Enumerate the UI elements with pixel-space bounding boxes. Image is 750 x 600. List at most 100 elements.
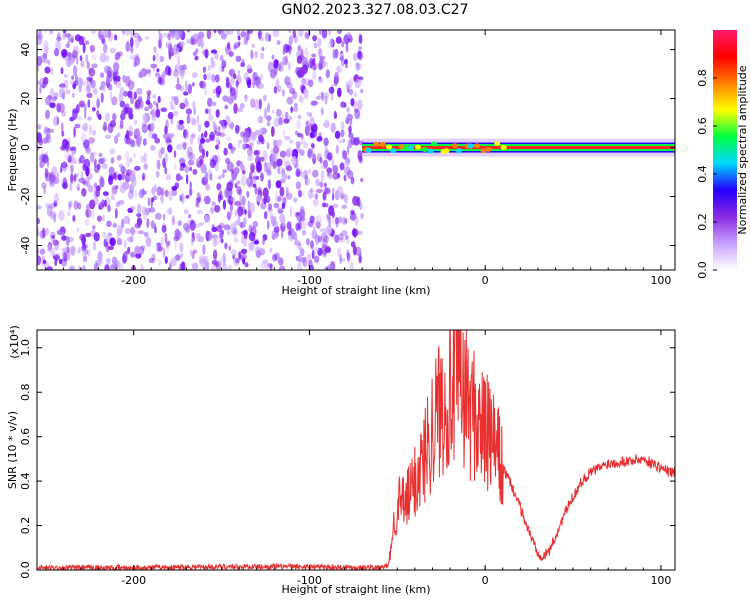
heatmap-noise-cell — [215, 85, 222, 95]
heatmap-noise-cell — [191, 72, 198, 78]
heatmap-noise-cell — [348, 78, 353, 88]
heatmap-noise-cell — [105, 235, 110, 242]
heatmap-noise-cell — [74, 173, 80, 178]
heatmap-noise-cell — [86, 76, 92, 82]
heatmap-noise-cell — [197, 31, 205, 40]
heatmap-noise-cell — [192, 249, 198, 254]
colorbar-gradient — [713, 30, 737, 270]
heatmap-noise-cell — [92, 241, 97, 251]
heatmap-noise-cell — [205, 185, 211, 192]
heatmap-noise-cell — [85, 40, 90, 45]
heatmap-noise-cell — [151, 108, 157, 118]
heatmap-noise-cell — [249, 131, 256, 139]
heatmap-noise-cell — [344, 194, 349, 205]
heatmap-noise-cell — [306, 111, 311, 117]
heatmap-noise-cell — [300, 220, 307, 230]
heatmap-noise-cell — [347, 138, 353, 149]
heatmap-noise-cell — [124, 30, 131, 36]
heatmap-noise-cell — [355, 66, 361, 72]
heatmap-noise-cell — [272, 253, 278, 262]
heatmap-noise-cell — [310, 155, 318, 160]
heatmap-noise-cell — [263, 196, 267, 205]
heatmap-noise-cell — [94, 158, 97, 168]
heatmap-noise-cell — [169, 190, 173, 196]
heatmap-noise-cell — [303, 169, 308, 180]
heatmap-noise-cell — [37, 55, 43, 67]
heatmap-noise-cell — [98, 30, 102, 38]
heatmap-noise-cell — [56, 36, 62, 42]
heatmap-noise-cell — [312, 169, 319, 178]
heatmap-noise-cell — [115, 69, 119, 76]
heatmap-noise-cell — [357, 99, 363, 110]
heatmap-noise-cell — [218, 120, 225, 125]
heatmap-noise-cell — [167, 111, 174, 120]
heatmap-noise-cell — [294, 103, 298, 108]
heatmap-noise-cell — [304, 125, 310, 137]
heatmap-noise-cell — [297, 73, 302, 79]
heatmap-noise-cell — [213, 30, 217, 34]
heatmap-noise-cell — [240, 248, 248, 254]
heatmap-noise-cell — [127, 236, 133, 242]
heatmap-noise-cell — [325, 69, 330, 79]
heatmap-noise-cell — [45, 227, 49, 236]
heatmap-noise-cell — [322, 159, 328, 169]
heatmap-noise-cell — [120, 166, 126, 174]
heatmap-noise-cell — [243, 36, 248, 46]
heatmap-noise-cell — [109, 91, 113, 100]
signal-band-blob — [415, 144, 422, 150]
heatmap-noise-cell — [188, 214, 192, 219]
heatmap-noise-cell — [266, 142, 270, 150]
heatmap-noise-cell — [326, 172, 330, 177]
heatmap-noise-cell — [87, 249, 91, 257]
heatmap-noise-cell — [74, 123, 81, 129]
heatmap-noise-cell — [337, 30, 342, 35]
heatmap-noise-cell — [256, 158, 261, 170]
heatmap-noise-cell — [297, 189, 302, 198]
heatmap-noise-cell — [37, 217, 41, 225]
heatmap-noise-cell — [165, 41, 173, 49]
heatmap-noise-cell — [153, 222, 157, 231]
heatmap-noise-cell — [204, 130, 208, 138]
heatmap-noise-cell — [347, 170, 354, 180]
heatmap-noise-cell — [39, 32, 43, 41]
heatmap-noise-cell — [141, 188, 145, 196]
heatmap-noise-cell — [218, 65, 223, 74]
heatmap-noise-cell — [258, 83, 265, 90]
spec-x-tick-label: 0 — [482, 274, 489, 287]
heatmap-noise-cell — [168, 51, 172, 60]
heatmap-noise-cell — [274, 191, 278, 202]
heatmap-noise-cell — [79, 154, 85, 164]
heatmap-noise-cell — [348, 125, 352, 134]
heatmap-noise-cell — [203, 73, 207, 81]
heatmap-noise-cell — [265, 167, 269, 173]
heatmap-noise-cell — [283, 118, 290, 124]
heatmap-noise-cell — [67, 210, 71, 217]
heatmap-noise-cell — [273, 202, 280, 209]
heatmap-noise-cell — [237, 41, 241, 47]
heatmap-noise-cell — [276, 158, 283, 167]
heatmap-noise-cell — [335, 36, 342, 44]
heatmap-noise-cell — [193, 107, 197, 116]
spec-y-tick-label: 0 — [19, 144, 32, 151]
heatmap-noise-cell — [266, 121, 271, 127]
heatmap-noise-cell — [266, 102, 271, 113]
snr-y-tick-label: 0.4 — [19, 472, 32, 490]
heatmap-noise-cell — [224, 187, 229, 198]
signal-band-blob — [480, 148, 487, 154]
heatmap-noise-cell — [288, 61, 291, 71]
heatmap-noise-cell — [135, 99, 141, 109]
heatmap-noise-cell — [154, 72, 161, 78]
heatmap-noise-cell — [285, 112, 289, 118]
signal-band-blob — [494, 141, 501, 147]
snr-y-tick-label: 1.0 — [19, 339, 32, 357]
heatmap-noise-cell — [352, 227, 356, 236]
heatmap-noise-cell — [227, 230, 230, 235]
heatmap-noise-cell — [200, 38, 204, 49]
heatmap-noise-cell — [100, 81, 106, 88]
heatmap-noise-cell — [179, 102, 186, 110]
signal-band-blob — [452, 143, 459, 149]
heatmap-noise-cell — [116, 224, 123, 235]
heatmap-noise-cell — [44, 30, 47, 34]
heatmap-noise-cell — [103, 121, 107, 132]
heatmap-noise-cell — [285, 54, 288, 66]
